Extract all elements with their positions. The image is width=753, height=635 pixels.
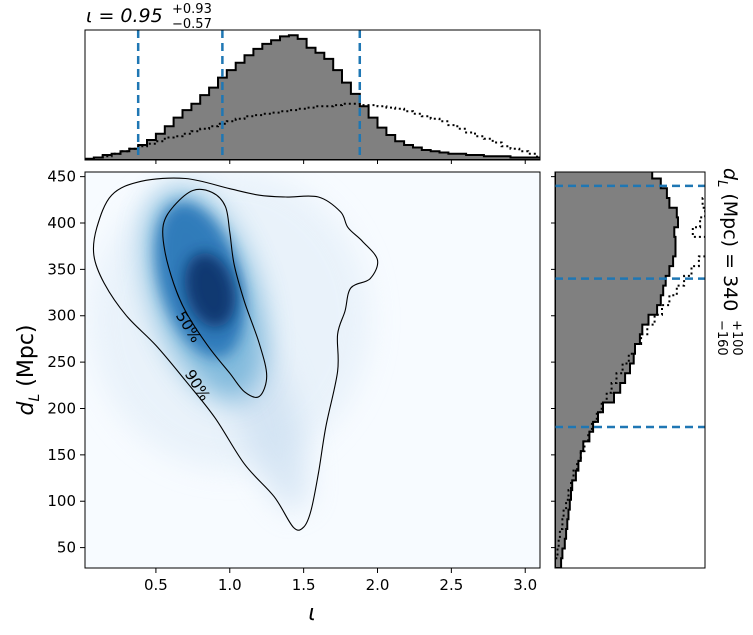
- distance-marginal-title: dL (Mpc) = 340 +100 −160: [714, 168, 744, 356]
- contour-line: [162, 188, 268, 398]
- y-axis-label-sub: L: [27, 394, 43, 402]
- distance-marginal-frame: [554, 171, 706, 569]
- distance-marginal-panel: dL (Mpc) = 340 +100 −160: [551, 168, 744, 569]
- y-axis-label-unit: (Mpc): [14, 325, 39, 394]
- y-axis-label-var: d: [14, 400, 39, 415]
- iota-title-superscript: +0.93: [172, 2, 212, 17]
- distance-title-superscript: +100: [729, 320, 744, 356]
- heatmap-density: 50%90%: [90, 172, 379, 531]
- iota-marginal-frame: [84, 29, 541, 161]
- iota-title-subscript: −0.57: [172, 17, 212, 32]
- y-tick-label: 300: [47, 307, 76, 325]
- iota-prior-histogram: [85, 102, 540, 160]
- x-tick-label: 0.5: [144, 576, 168, 594]
- contour-line: [92, 177, 379, 531]
- joint-panel-frame: [84, 171, 541, 569]
- distance-title-var: d: [719, 168, 741, 181]
- joint-panel: 50%90% 0.5 1.0 1.5 2.0 2.5 3.0 50 100 150 200 250…: [14, 168, 541, 626]
- y-axis-label: dL (Mpc): [14, 325, 43, 416]
- y-tick-label: 400: [47, 214, 76, 232]
- y-tick-label: 200: [47, 399, 76, 417]
- iota-title-main: ι = 0.95: [86, 5, 163, 27]
- x-axis-label: ι: [308, 601, 315, 626]
- y-tick-label: 50: [57, 539, 76, 557]
- iota-marginal-panel: ι = 0.95 +0.93 −0.57: [84, 2, 541, 164]
- y-tick-label: 350: [47, 260, 76, 278]
- x-tick-label: 1.0: [218, 576, 242, 594]
- x-tick-label: 2.5: [439, 576, 463, 594]
- svg-text:dL (Mpc) = 340: dL (Mpc) = 340: [714, 168, 741, 311]
- joint-y-ticks: 50 100 150 200 250 300 350 400 450: [47, 168, 85, 557]
- distance-marginal-y-ticks: [551, 176, 555, 549]
- distance-title-unit: (Mpc) = 340: [719, 187, 741, 311]
- y-tick-label: 250: [47, 353, 76, 371]
- joint-x-ticks: 0.5 1.0 1.5 2.0 2.5 3.0: [144, 568, 537, 594]
- y-tick-label: 450: [47, 168, 76, 186]
- y-tick-label: 100: [47, 492, 76, 510]
- x-tick-label: 1.5: [292, 576, 316, 594]
- distance-title-subscript: −160: [714, 320, 729, 356]
- density-peak: [184, 252, 236, 328]
- iota-marginal-x-ticks: [155, 160, 526, 164]
- distance-title-sub-var: L: [714, 180, 729, 187]
- x-tick-label: 3.0: [513, 576, 537, 594]
- iota-posterior-histogram: [85, 34, 540, 160]
- distance-posterior-histogram: [555, 172, 679, 568]
- y-tick-label: 150: [47, 446, 76, 464]
- x-tick-label: 2.0: [366, 576, 390, 594]
- iota-marginal-title: ι = 0.95: [86, 5, 163, 27]
